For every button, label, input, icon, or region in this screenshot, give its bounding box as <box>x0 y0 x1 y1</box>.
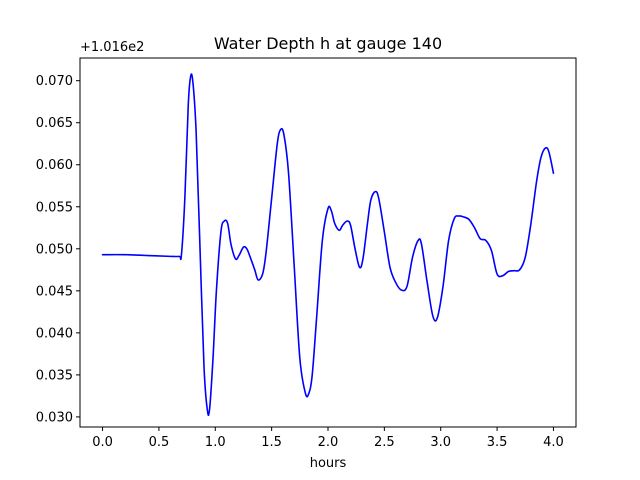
y-offset-label: +1.016e2 <box>80 40 144 55</box>
y-tick-label: 0.040 <box>36 326 73 341</box>
x-axis-label: hours <box>310 456 347 471</box>
y-tick-label: 0.065 <box>36 116 73 131</box>
x-tick-label: 2.0 <box>318 435 339 450</box>
y-axis: 0.030 0.035 0.040 0.045 0.050 0.055 0.060 0.065… <box>36 74 80 425</box>
x-tick-label: 2.5 <box>374 435 395 450</box>
x-tick-label: 0.5 <box>149 435 170 450</box>
x-tick-label: 1.0 <box>205 435 226 450</box>
x-tick-label: 3.5 <box>487 435 508 450</box>
x-tick-label: 3.0 <box>430 435 451 450</box>
y-tick-label: 0.060 <box>36 158 73 173</box>
chart-title: Water Depth h at gauge 140 <box>214 34 442 53</box>
y-tick-label: 0.030 <box>36 410 73 425</box>
x-tick-label: 1.5 <box>261 435 282 450</box>
y-tick-label: 0.035 <box>36 368 73 383</box>
y-tick-label: 0.070 <box>36 74 73 89</box>
x-tick-label: 4.0 <box>543 435 564 450</box>
y-tick-label: 0.055 <box>36 200 73 215</box>
x-axis: 0.0 0.5 1.0 1.5 2.0 2.5 3.0 3.5 4.0 <box>92 427 564 450</box>
series-line <box>101 73 555 417</box>
y-tick-label: 0.050 <box>36 242 73 257</box>
y-tick-label: 0.045 <box>36 284 73 299</box>
plot-area <box>101 73 555 417</box>
x-tick-label: 0.0 <box>92 435 113 450</box>
